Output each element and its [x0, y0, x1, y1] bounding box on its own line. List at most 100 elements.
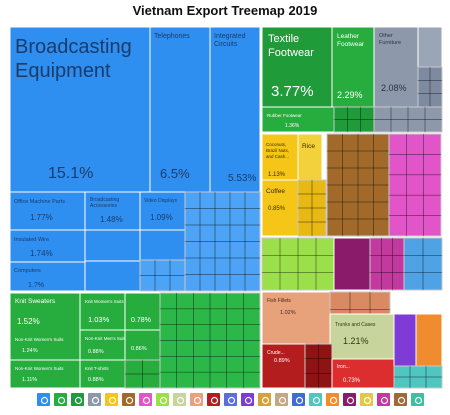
legend-glyph [261, 396, 270, 405]
legend-glyph [363, 396, 372, 405]
treemap-block [326, 133, 390, 237]
treemap-subcell [407, 106, 426, 120]
legend-machinery-icon[interactable] [36, 392, 51, 407]
legend-glyph [159, 396, 168, 405]
legend-wood-icon[interactable] [121, 392, 136, 407]
treemap-subcell [342, 218, 359, 237]
cell-value-label: 1.74% [30, 249, 53, 258]
cell-name-label: Other [379, 33, 393, 39]
cell-name-label: Brazil Nuts, [266, 148, 289, 153]
treemap-subcell [318, 343, 333, 359]
legend-foodstuffs-icon[interactable] [206, 392, 221, 407]
treemap-subcell [229, 257, 246, 275]
treemap-subcell [381, 255, 393, 273]
cell-name-label: Knit Women's Suits [85, 299, 125, 304]
legend-weapons-icon[interactable] [376, 392, 391, 407]
treemap-subcell [357, 150, 374, 169]
cell-seats [417, 26, 443, 68]
treemap-subcell [349, 291, 371, 310]
treemap-subcell [193, 356, 211, 373]
treemap-block [139, 259, 186, 292]
legend-vegetables-icon[interactable] [104, 392, 119, 407]
cell-name-label: Rice [302, 143, 315, 150]
treemap-subcell [423, 174, 442, 196]
treemap-subcell [311, 193, 327, 209]
cell-textile-078 [124, 292, 161, 331]
cell-value-label: 6.5% [160, 166, 190, 181]
legend-instruments-icon[interactable] [87, 392, 102, 407]
cell-value-label: 0.89% [274, 358, 290, 364]
treemap-subcell [326, 184, 343, 203]
legend-misc-icon[interactable] [240, 392, 255, 407]
treemap-subcell [403, 255, 424, 273]
treemap-subcell [342, 201, 359, 220]
cell-value-label: 1.02% [280, 310, 296, 316]
cell-name-label: Fish Fillets [267, 298, 291, 304]
cell-value-label: 2.29% [337, 90, 363, 100]
treemap-subcell [326, 218, 343, 237]
legend-animal-icon[interactable] [189, 392, 204, 407]
treemap-subcell [199, 257, 216, 275]
cell-value-label: 1.48% [100, 215, 123, 224]
legend-plastics-icon[interactable] [155, 392, 170, 407]
legend-art-icon[interactable] [393, 392, 408, 407]
cell-rubber-footwear [261, 106, 335, 133]
cell-knit-womens-suits [79, 292, 126, 331]
cell-purple-block [333, 237, 371, 291]
treemap-subcell [425, 365, 443, 378]
cell-value-label: 0.85% [268, 206, 286, 212]
treemap-subcell [226, 371, 244, 389]
treemap-subcell [229, 224, 246, 242]
treemap-subcell [369, 255, 382, 273]
cell-textile-086 [124, 329, 161, 361]
treemap-subcell [406, 215, 424, 237]
legend-footwear-icon[interactable] [70, 392, 85, 407]
cell-name-label: Footwear [268, 47, 314, 59]
legend-precious-icon[interactable] [359, 392, 374, 407]
treemap-subcell [229, 191, 246, 209]
cell-textile-footwear [261, 26, 333, 108]
legend-teal-icon[interactable] [308, 392, 323, 407]
legend-animal-hair-icon[interactable] [410, 392, 425, 407]
treemap-subcell [214, 257, 231, 275]
cell-integrated-circuits [209, 26, 261, 193]
cell-name-label: Coffee [266, 188, 285, 195]
treemap-subcell [342, 133, 359, 152]
treemap-subcell [342, 184, 359, 203]
legend-orange-icon[interactable] [325, 392, 340, 407]
treemap-subcell [243, 371, 261, 389]
treemap-subcell [176, 356, 194, 373]
legend-glyph [380, 396, 389, 405]
treemap-subcell [369, 272, 382, 291]
cell-name-label: Office Machine Parts [14, 199, 65, 205]
legend-glyph [142, 396, 151, 405]
treemap-subcell [297, 255, 317, 273]
treemap-subcell [409, 376, 427, 389]
treemap-subcell [184, 224, 201, 242]
treemap-subcell [417, 80, 431, 94]
cell-name-label: Furniture [379, 40, 401, 46]
treemap-subcell [347, 106, 361, 120]
treemap-subcell [390, 119, 409, 133]
cell-value-label: 1.09% [150, 213, 173, 222]
cell-machinery-small [84, 260, 141, 292]
treemap-subcell [243, 324, 261, 341]
legend-textiles-icon[interactable] [53, 392, 68, 407]
legend-minerals-icon[interactable] [257, 392, 272, 407]
legend-transport-icon[interactable] [291, 392, 306, 407]
treemap-subcell [209, 340, 227, 357]
treemap-subcell [390, 106, 409, 120]
treemap-subcell [342, 150, 359, 169]
treemap-subcell [159, 371, 177, 389]
treemap-subcell [406, 133, 424, 155]
treemap-subcell [226, 292, 244, 310]
cell-name-label: Video Displays [144, 198, 177, 204]
legend-chemicals-icon[interactable] [138, 392, 153, 407]
cell-machinery-small [84, 229, 141, 262]
legend-paper-icon[interactable] [274, 392, 289, 407]
treemap-subcell [388, 215, 407, 237]
legend-metals-icon[interactable] [223, 392, 238, 407]
legend-stone-icon[interactable] [172, 392, 187, 407]
legend-glyph [40, 396, 49, 405]
legend-hides-icon[interactable] [342, 392, 357, 407]
